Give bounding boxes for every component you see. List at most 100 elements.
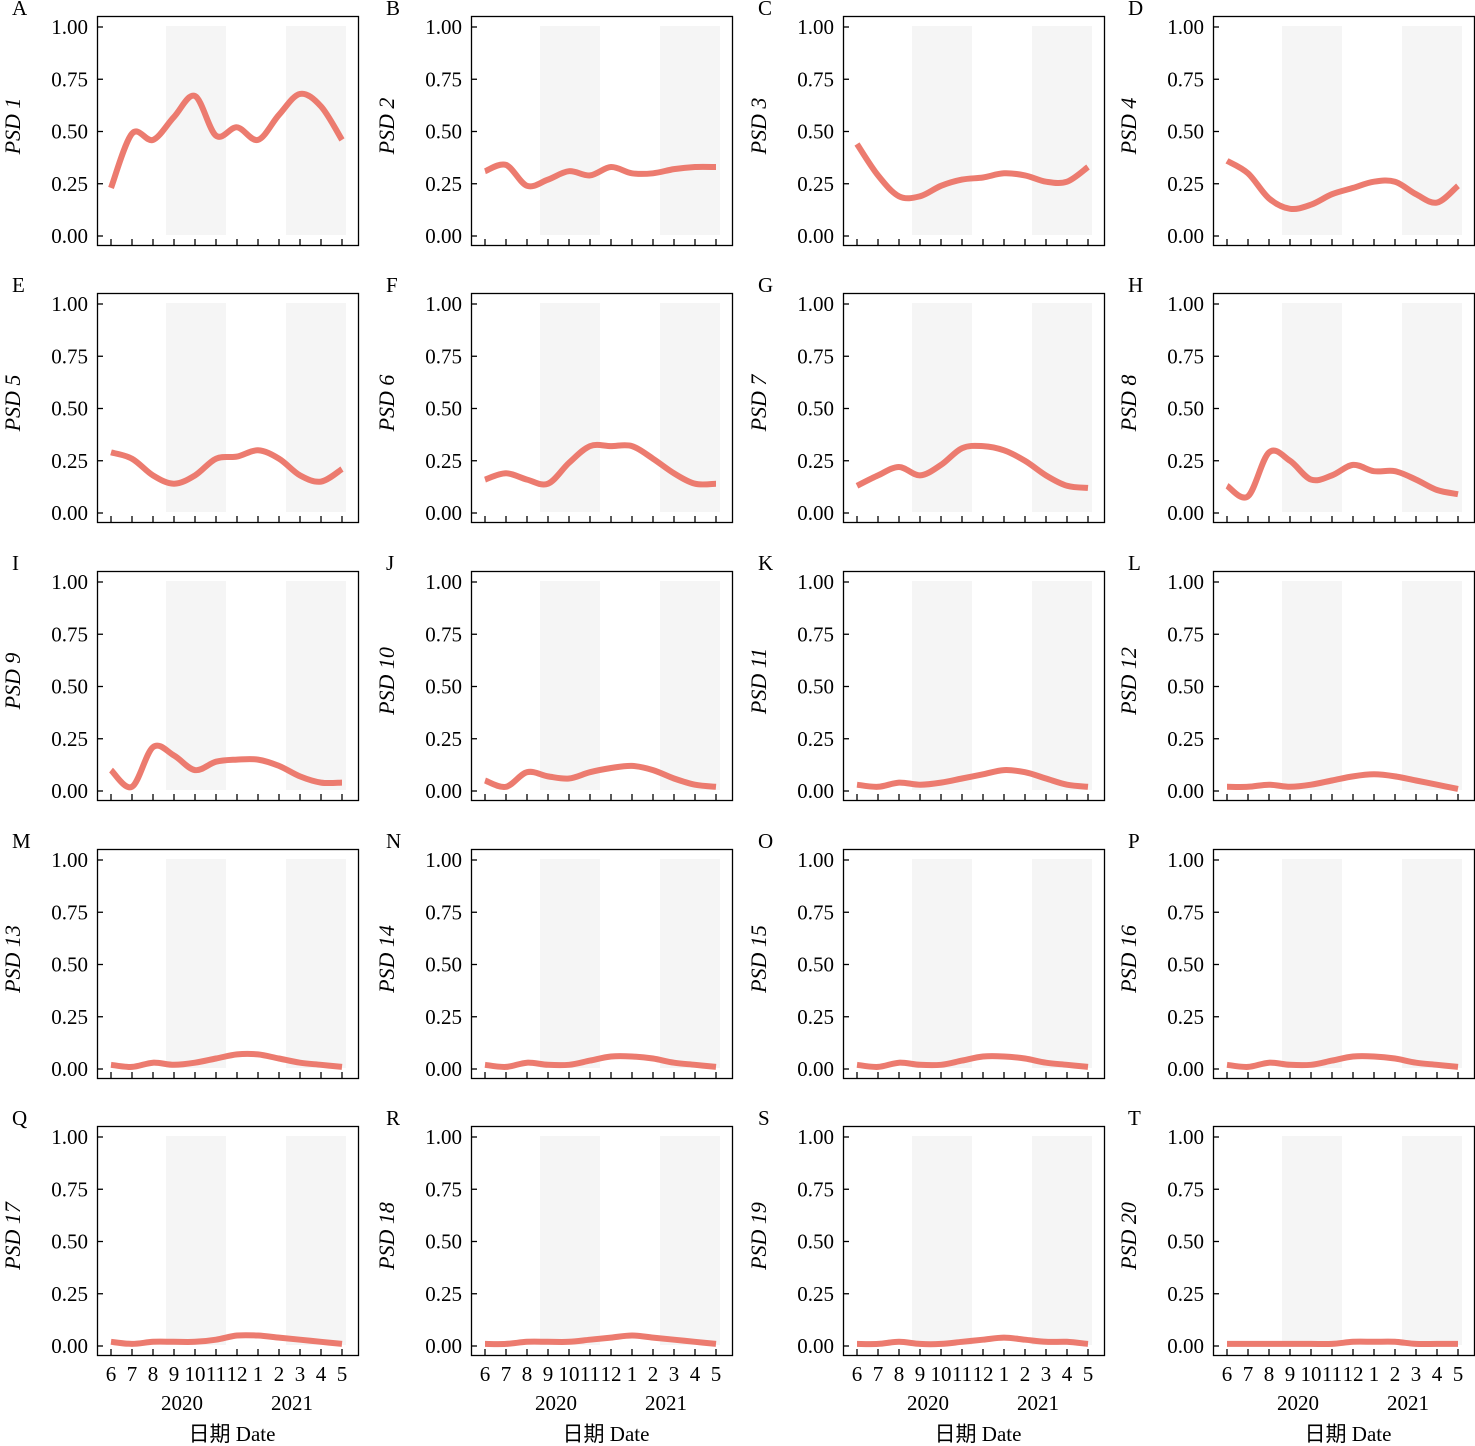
panel-letter: J — [386, 551, 394, 575]
y-tick-label: 0.50 — [51, 1230, 88, 1254]
data-point — [1332, 1343, 1333, 1344]
data-point — [527, 185, 528, 186]
data-point — [611, 768, 612, 769]
data-point — [1395, 471, 1396, 472]
y-tick-label: 0.50 — [797, 120, 834, 144]
data-point — [941, 464, 942, 465]
x-tick-label: 7 — [501, 1362, 512, 1386]
data-point — [674, 1339, 675, 1340]
data-point — [716, 1343, 717, 1344]
y-tick-label: 0.00 — [51, 224, 88, 248]
data-point — [1311, 1064, 1312, 1065]
data-point — [153, 475, 154, 476]
data-point — [237, 759, 238, 760]
x-tick-label: 6 — [106, 1362, 117, 1386]
data-point — [983, 177, 984, 178]
data-point — [527, 1341, 528, 1342]
panel-letter: R — [386, 1106, 400, 1130]
y-tick-label: 1.00 — [1167, 1125, 1204, 1149]
series-line — [1226, 1053, 1459, 1070]
data-point — [1353, 187, 1354, 188]
data-point — [1395, 1341, 1396, 1342]
data-point — [111, 187, 112, 188]
data-point — [132, 786, 133, 787]
panel-letter: H — [1128, 273, 1143, 297]
y-tick-label: 0.00 — [425, 1057, 462, 1081]
x-tick-label: 5 — [1453, 1362, 1464, 1386]
y-tick-label: 0.25 — [51, 727, 88, 751]
y-tick-label: 0.50 — [797, 1230, 834, 1254]
data-point — [899, 1062, 900, 1063]
data-point — [279, 1058, 280, 1059]
season-band — [1402, 581, 1462, 790]
data-point — [1067, 181, 1068, 182]
season-band — [166, 859, 226, 1068]
data-point — [941, 1064, 942, 1065]
series-line — [1227, 1338, 1458, 1348]
y-axis-label: PSD 9 — [0, 653, 25, 711]
data-point — [611, 1056, 612, 1057]
year-label: 2021 — [645, 1391, 687, 1415]
data-point — [1332, 1060, 1333, 1061]
series-line — [108, 90, 345, 189]
series-line — [855, 442, 1089, 491]
data-point — [1269, 1062, 1270, 1063]
season-band — [1282, 859, 1342, 1068]
x-tick-label: 4 — [316, 1362, 327, 1386]
data-point — [1353, 1341, 1354, 1342]
season-band — [166, 1136, 226, 1345]
data-point — [920, 1064, 921, 1065]
y-tick-label: 0.25 — [1167, 1282, 1204, 1306]
y-tick-label: 0.75 — [797, 1177, 834, 1201]
data-point — [1248, 1066, 1249, 1067]
year-label: 2021 — [1387, 1391, 1429, 1415]
panel-C: C 0.00 0.25 0.50 0.75 1.00 PSD 3 — [746, 0, 1106, 248]
season-band — [912, 303, 972, 512]
y-tick-label: 0.50 — [425, 120, 462, 144]
y-tick-label: 0.50 — [797, 397, 834, 421]
x-tick-label: 1 — [627, 1362, 638, 1386]
data-point — [569, 1341, 570, 1342]
series-line — [484, 1332, 717, 1348]
data-point — [1025, 175, 1026, 176]
data-point — [878, 475, 879, 476]
y-tick-label: 0.00 — [425, 501, 462, 525]
data-point — [632, 173, 633, 174]
panel-G: G 0.00 0.25 0.50 0.75 1.00 PSD 7 — [746, 273, 1106, 525]
x-tick-label: 6 — [480, 1362, 491, 1386]
data-point — [569, 462, 570, 463]
y-tick-label: 0.75 — [797, 622, 834, 646]
x-tick-label: 9 — [915, 1362, 926, 1386]
data-point — [716, 483, 717, 484]
panel-E: E 0.00 0.25 0.50 0.75 1.00 PSD 5 — [0, 273, 360, 525]
panel-letter: N — [386, 829, 401, 853]
data-point — [527, 479, 528, 480]
season-band — [1282, 1136, 1342, 1345]
y-axis-label: PSD 12 — [1116, 647, 1141, 716]
x-tick-label: 1 — [253, 1362, 264, 1386]
data-point — [1025, 772, 1026, 773]
data-point — [899, 196, 900, 197]
series-line — [483, 441, 717, 488]
y-tick-label: 0.25 — [51, 449, 88, 473]
data-point — [279, 458, 280, 459]
season-band — [286, 1136, 346, 1345]
season-band — [912, 581, 972, 790]
data-point — [1290, 208, 1291, 209]
y-tick-label: 0.00 — [425, 224, 462, 248]
y-tick-label: 0.25 — [425, 1005, 462, 1029]
data-point — [1025, 1339, 1026, 1340]
x-tick-label: 12 — [227, 1362, 248, 1386]
panel-letter: P — [1128, 829, 1140, 853]
panel-N: N 0.00 0.25 0.50 0.75 1.00 PSD 14 — [374, 829, 734, 1081]
y-tick-label: 1.00 — [797, 570, 834, 594]
data-point — [653, 173, 654, 174]
data-point — [300, 475, 301, 476]
y-tick-label: 0.75 — [797, 900, 834, 924]
x-tick-label: 9 — [1285, 1362, 1296, 1386]
data-point — [1437, 490, 1438, 491]
data-point — [174, 483, 175, 484]
year-label: 2021 — [271, 1391, 313, 1415]
season-band — [540, 1136, 600, 1345]
data-point — [174, 1064, 175, 1065]
